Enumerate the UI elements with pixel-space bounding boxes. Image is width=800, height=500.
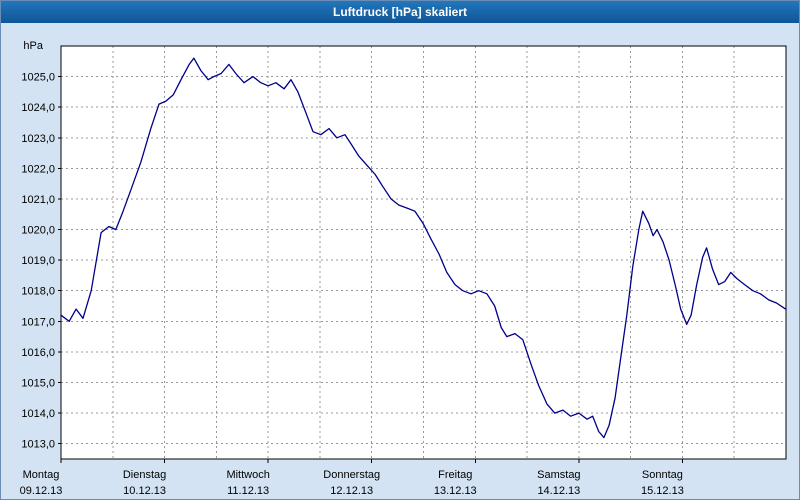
pressure-chart: 1013,0 1014,0 1015,0 1016,0 1017,0 1018,0 1019… (20, 40, 787, 497)
y-axis-tick-label: 1013,0 (21, 439, 55, 451)
y-axis-tick-label: 1020,0 (21, 225, 55, 237)
y-axis-tick-label: 1023,0 (21, 133, 55, 145)
x-axis-day-label: Dienstag (123, 469, 166, 481)
y-axis-tick-label: 1025,0 (21, 72, 55, 84)
x-axis-day-label: Mittwoch (226, 469, 269, 481)
x-axis-date-label: 12.12.13 (330, 485, 373, 497)
x-axis-day-label: Donnerstag (323, 469, 380, 481)
y-axis-tick-label: 1019,0 (21, 255, 55, 267)
x-axis-day-label: Sonntag (642, 469, 683, 481)
x-axis-date-label: 11.12.13 (227, 485, 269, 497)
pressure-line-series (60, 57, 787, 439)
x-axis-date-label: 09.12.13 (20, 485, 63, 497)
x-axis-day-label: Montag (23, 469, 60, 481)
window-title: Luftdruck [hPa] skaliert (332, 5, 468, 19)
x-axis-date-label: 10.12.13 (123, 485, 166, 497)
chart-area: 1013,0 1014,0 1015,0 1016,0 1017,0 1018,0 1019… (1, 23, 799, 499)
y-axis-unit-label: hPa (23, 40, 43, 52)
window-titlebar[interactable]: Luftdruck [hPa] skaliert (1, 1, 799, 23)
y-axis-tick-label: 1017,0 (21, 316, 55, 328)
y-axis-tick-label: 1018,0 (21, 286, 55, 298)
x-axis-day-label: Samstag (537, 469, 580, 481)
y-axis-tick-label: 1022,0 (21, 163, 55, 175)
x-axis-date-label: 14.12.13 (537, 485, 580, 497)
y-axis-tick-label: 1014,0 (21, 408, 55, 420)
y-axis-tick-label: 1015,0 (21, 378, 55, 390)
x-axis-date-label: 13.12.13 (434, 485, 477, 497)
x-axis-date-label: 15.12.13 (641, 485, 684, 497)
y-axis-tick-label: 1016,0 (21, 347, 55, 359)
y-axis-tick-label: 1021,0 (21, 194, 55, 206)
y-axis-tick-label: 1024,0 (21, 102, 55, 114)
x-axis-day-label: Freitag (438, 469, 472, 481)
